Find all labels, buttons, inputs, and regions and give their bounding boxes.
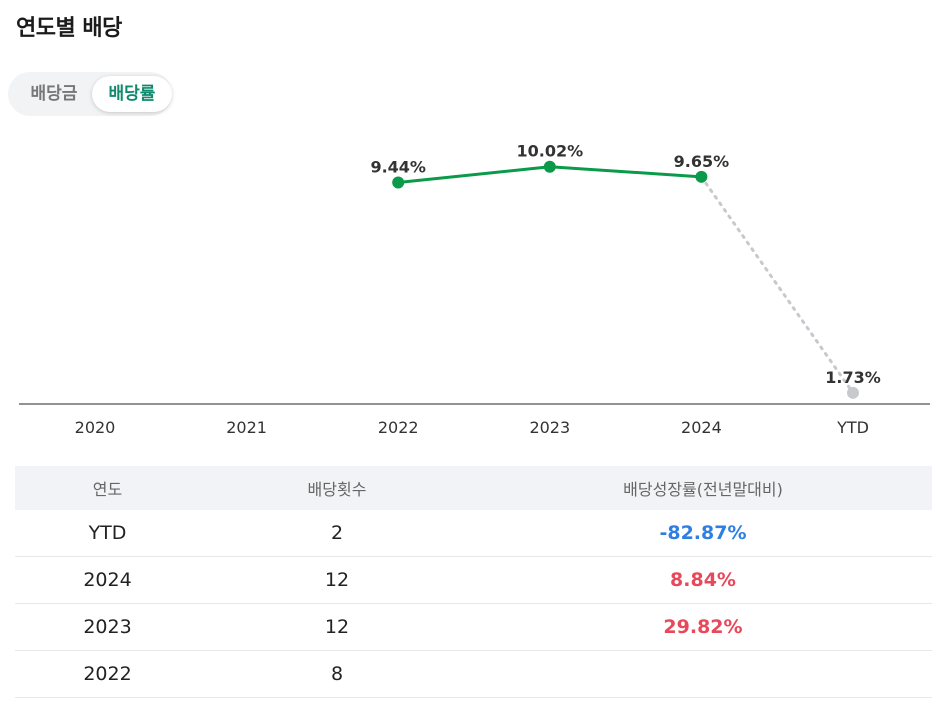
header-count: 배당횟수 bbox=[307, 480, 367, 499]
ytd-point bbox=[847, 386, 859, 399]
toggle-dividend-amount[interactable]: 배당금 bbox=[30, 84, 78, 104]
cell-growth: 8.84% bbox=[670, 569, 736, 591]
x-tick-label: 2023 bbox=[529, 418, 570, 437]
data-point bbox=[695, 170, 708, 183]
cell-count: 8 bbox=[330, 663, 344, 685]
data-label: 1.73% bbox=[825, 368, 881, 387]
x-tick-label: 2022 bbox=[378, 418, 419, 437]
data-point bbox=[392, 176, 405, 189]
dividend-toggle: 배당금 배당률 bbox=[8, 72, 172, 116]
table-row: 2022 8 bbox=[15, 651, 932, 698]
header-growth: 배당성장률(전년말대비) bbox=[623, 480, 783, 499]
section-title: 연도별 배당 bbox=[16, 16, 122, 41]
table-row: 2024 12 8.84% bbox=[15, 557, 932, 604]
x-tick-label: YTD bbox=[836, 418, 869, 437]
header-year: 연도 bbox=[92, 480, 123, 499]
data-label: 9.65% bbox=[674, 152, 730, 171]
cell-year: 2024 bbox=[83, 569, 132, 591]
x-tick-label: 2024 bbox=[681, 418, 722, 437]
cell-count: 12 bbox=[324, 616, 350, 638]
toggle-dividend-yield[interactable]: 배당률 bbox=[92, 76, 172, 112]
cell-year: YTD bbox=[88, 522, 127, 544]
x-tick-label: 2020 bbox=[75, 418, 116, 437]
cell-count: 2 bbox=[330, 522, 344, 544]
cell-count: 12 bbox=[324, 569, 350, 591]
cell-year: 2023 bbox=[83, 616, 132, 638]
ytd-dotted-line bbox=[699, 175, 855, 395]
data-point bbox=[543, 160, 556, 173]
x-tick-label: 2021 bbox=[226, 418, 267, 437]
cell-year: 2022 bbox=[83, 663, 132, 685]
data-label: 9.44% bbox=[370, 158, 426, 177]
dividend-table: 연도 배당횟수 배당성장률(전년말대비) YTD 2 -82.87% 2024 … bbox=[15, 466, 932, 698]
cell-growth: 29.82% bbox=[663, 616, 743, 638]
cell-growth: -82.87% bbox=[659, 522, 747, 544]
dividend-yield-chart: 2020 2021 2022 2023 2024 YTD 9.44% 10.02% 9.65% 1… bbox=[19, 142, 930, 437]
table-row: YTD 2 -82.87% bbox=[15, 510, 932, 557]
data-label: 10.02% bbox=[516, 142, 583, 161]
table-header: 연도 배당횟수 배당성장률(전년말대비) bbox=[15, 466, 932, 510]
table-row: 2023 12 29.82% bbox=[15, 604, 932, 651]
